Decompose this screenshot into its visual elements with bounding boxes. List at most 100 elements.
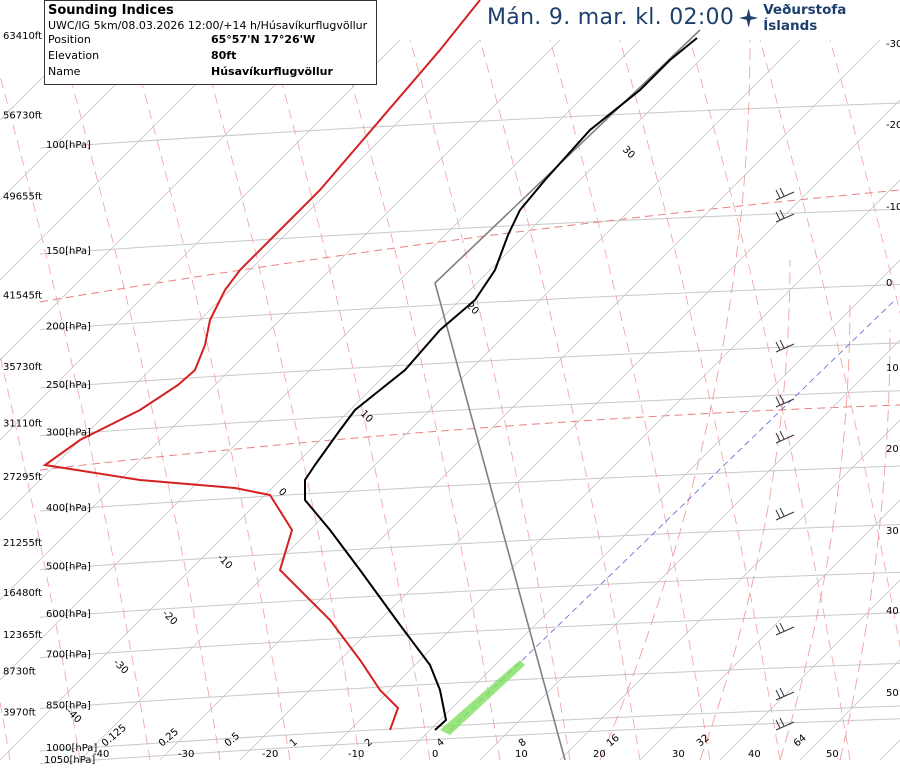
parcel-line	[434, 29, 701, 761]
right-axis-tick-label: 30	[886, 526, 899, 537]
dry-adiabat-line	[479, 39, 641, 761]
altitude-tick-label: 31110ft	[3, 418, 42, 429]
info-row-name: Name Húsavíkurflugvöllur	[45, 64, 376, 80]
isotherm-line	[559, 419, 900, 761]
dry-adiabat-line	[0, 353, 81, 761]
wind-barb	[775, 721, 795, 731]
right-axis-tick-label: 0	[886, 278, 892, 289]
wind-barb-flag	[779, 209, 785, 219]
isotherm-label: 30	[620, 144, 637, 161]
right-axis-tick-label: -30	[886, 39, 900, 50]
pressure-tick-label: 250[hPa]	[46, 380, 91, 391]
isotherm-line	[399, 259, 900, 761]
temperature-tick-label: -20	[262, 749, 278, 760]
isotherm-line	[0, 39, 721, 761]
wind-barb-flag	[779, 339, 785, 349]
moist-adiabat-line	[779, 299, 851, 761]
right-axis-tick-label: 40	[886, 606, 899, 617]
moist-adiabat-line	[699, 259, 791, 761]
cape-fill	[440, 660, 525, 735]
temperature-tick-label: 10	[515, 749, 528, 760]
mixing-ratio-tick-label: 16	[605, 733, 622, 750]
isotherm-line	[799, 659, 900, 761]
info-key: Name	[48, 65, 81, 78]
wind-barb-flag	[775, 689, 781, 699]
pressure-tick-label: 1000[hPa]	[46, 743, 97, 754]
info-heading: Sounding Indices	[48, 3, 174, 18]
wind-barb-flag	[775, 396, 781, 406]
temperature-tick-label: 30	[672, 749, 685, 760]
wind-barb	[775, 511, 795, 521]
pressure-tick-label: 200[hPa]	[46, 322, 91, 333]
wind-barb-flag	[779, 187, 785, 197]
mixing-ratio-tick-label: 2	[363, 737, 375, 750]
isobar-line	[39, 705, 900, 752]
right-axis-tick-label: -10	[886, 202, 900, 213]
info-key: Elevation	[48, 49, 100, 62]
dry-adiabat-line	[689, 39, 851, 761]
temperature-tick-label: 0	[432, 749, 438, 760]
isotherm-label: -30	[111, 657, 130, 676]
pressure-tick-label: 500[hPa]	[46, 561, 91, 572]
temperature-tick-label: 40	[748, 749, 761, 760]
isotherm-line	[239, 99, 900, 761]
altitude-tick-label: 41545ft	[3, 291, 42, 302]
isotherm-line	[0, 39, 161, 201]
info-row-elevation: Elevation 80ft	[45, 48, 376, 64]
pressure-tick-label: 100[hPa]	[46, 140, 91, 151]
wind-barb-flag	[779, 717, 785, 727]
altitude-tick-label: 3970ft	[3, 708, 36, 719]
mixing-ratio-tick-label: 0.5	[223, 731, 242, 750]
pressure-tick-label: 1050[hPa]	[44, 755, 95, 766]
wind-barb-flag	[779, 622, 785, 632]
isotherm-line	[159, 39, 881, 761]
altitude-tick-label: 49655ft	[3, 192, 42, 203]
mixing-ratio-tick-label: 0.25	[157, 727, 181, 750]
dry-adiabat-line	[339, 39, 501, 761]
wind-barb-flag	[779, 687, 785, 697]
dry-adiabat-line	[129, 39, 291, 761]
temperature-tick-label: -40	[93, 749, 109, 760]
isotherm-line	[0, 39, 561, 601]
wind-barbs	[775, 187, 795, 731]
isobar-line	[39, 208, 900, 255]
info-row-position: Position 65°57'N 17°26'W	[45, 32, 376, 48]
forecast-time-title: Mán. 9. mar. kl. 02:00	[487, 5, 735, 30]
isobar-line	[39, 465, 900, 512]
isobar-line	[39, 523, 900, 570]
isotherm-label: 0	[276, 486, 288, 498]
info-value: Húsavíkurflugvöllur	[211, 65, 333, 78]
right-axis-tick-label: 10	[886, 363, 899, 374]
isotherm-line	[0, 39, 641, 681]
dry-adiabat-line	[269, 39, 431, 761]
isotherm-line	[319, 179, 900, 761]
altitude-tick-label: 16480ft	[3, 588, 42, 599]
brand-logo: Veðurstofa Íslands	[738, 2, 900, 34]
wind-barb	[775, 398, 795, 408]
isobar-grid	[39, 102, 900, 765]
mixing-ratio-line	[449, 299, 896, 731]
marker-line	[39, 189, 900, 303]
temperature-tick-label: 50	[826, 749, 839, 760]
pressure-tick-label: 150[hPa]	[46, 246, 91, 257]
right-axis-tick-label: -20	[886, 120, 900, 131]
isobar-line	[39, 662, 900, 709]
isobar-line	[39, 571, 900, 618]
pressure-tick-label: 300[hPa]	[46, 428, 91, 439]
info-value: 65°57'N 17°26'W	[211, 33, 316, 46]
altitude-tick-label: 8730ft	[3, 666, 36, 677]
isotherm-line	[0, 39, 241, 281]
altitude-tick-label: 56730ft	[3, 111, 42, 122]
moist-adiabat-line	[599, 39, 751, 761]
temperature-tick-label: -30	[178, 749, 194, 760]
wind-barb-flag	[775, 509, 781, 519]
wind-barb-flag	[779, 394, 785, 404]
right-axis-tick-label: 50	[886, 688, 899, 699]
dry-adiabat-line	[619, 39, 781, 761]
moist-adiabat-line	[839, 329, 891, 761]
wind-barb-flag	[775, 719, 781, 729]
isobar-line	[39, 612, 900, 659]
wind-barb-flag	[775, 432, 781, 442]
wind-barb-flag	[779, 507, 785, 517]
